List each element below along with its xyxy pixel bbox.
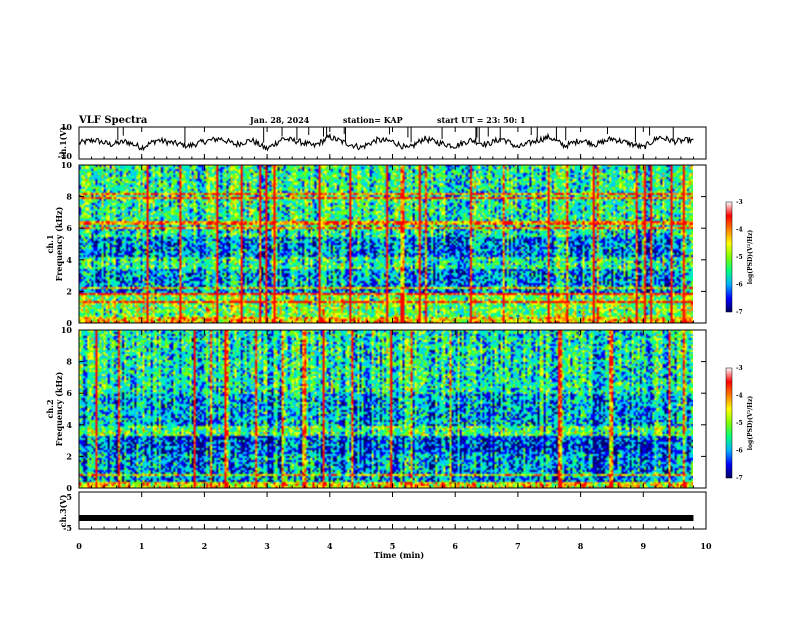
x-tick-label: 0 [76, 541, 82, 551]
date-label: Jan. 28, 2024 [249, 115, 310, 125]
x-tick-label: 8 [578, 541, 584, 551]
ch3-waveform-frame [78, 491, 707, 530]
x-tick-label: 7 [515, 541, 521, 551]
colorbar-tick-label: -5 [736, 254, 743, 261]
freq-tick-label: 10 [61, 160, 73, 170]
ch1-spectrogram-ylabel-channel: ch.1 [45, 234, 55, 253]
start-time-label: start UT = 23: 50: 1 [437, 115, 526, 125]
x-tick-label: 1 [139, 541, 145, 551]
figure-title: VLF Spectra [78, 115, 148, 126]
colorbar-label: log(PSD)(V²/Hz) [747, 396, 754, 451]
freq-tick-label: 6 [66, 388, 72, 398]
station-label: station= KAP [343, 115, 403, 125]
freq-tick-label: 6 [66, 223, 72, 233]
x-tick-label: 9 [641, 541, 647, 551]
x-tick-label: 3 [264, 541, 270, 551]
colorbar-tick-label: -4 [736, 393, 743, 400]
ch1-ylabel: ch.1(V) [58, 126, 68, 159]
ch3-waveform-panel: 5 -5 [63, 492, 694, 533]
colorbar-tick-label: -4 [736, 227, 743, 234]
x-tick-label: 6 [452, 541, 458, 551]
ch1-waveform-panel: 10 -10 [58, 122, 694, 161]
x-tick-label: 5 [390, 541, 396, 551]
colorbar-tick-label: -6 [736, 282, 743, 289]
ch3-ytick-label: 5 [66, 492, 72, 502]
colorbar-tick-label: -6 [736, 448, 743, 455]
ch2-spectrogram-ylabel-channel: ch.2 [45, 399, 55, 418]
freq-tick-label: 2 [66, 451, 72, 461]
colorbar-tick-label: -7 [736, 309, 743, 316]
ch3-ytick-label: -5 [63, 523, 72, 533]
ch1-ytick-label: 10 [61, 122, 73, 132]
freq-tick-label: 0 [66, 483, 72, 493]
colorbars: -3 -4 -5 -6 -7 log(PSD)(V²/Hz) -3 -4 -5 -6 -7 log(P… [725, 199, 754, 482]
axis-ticks: 0 1 2 3 4 5 6 7 8 9 10 [76, 127, 712, 551]
freq-tick-label: 8 [66, 357, 72, 367]
freq-tick-label: 10 [61, 325, 73, 335]
colorbar [725, 367, 733, 479]
ch1-spectrogram-panel: 0 2 4 6 8 10 [61, 160, 706, 328]
colorbar-tick-label: -5 [736, 420, 743, 427]
x-axis-label: Time (min) [374, 550, 424, 560]
ch1-spectrogram-image [79, 165, 693, 323]
colorbar [725, 201, 733, 313]
ch1-waveform-line [78, 132, 694, 152]
ch3-ylabel: ch.3(V) [58, 494, 68, 527]
ch1-ytick-label: -10 [58, 151, 73, 161]
ch2-spectrogram-ylabel-freq: Frequency (kHz) [54, 371, 64, 446]
freq-tick-label: 4 [66, 255, 72, 265]
colorbar-tick-label: -3 [736, 365, 743, 372]
colorbar-tick-label: -7 [736, 475, 743, 482]
colorbar-tick-label: -3 [736, 199, 743, 206]
freq-tick-label: 0 [66, 318, 72, 328]
x-tick-label: 2 [202, 541, 208, 551]
freq-tick-label: 2 [66, 286, 72, 296]
x-tick-label: 10 [700, 541, 712, 551]
x-tick-label: 4 [327, 541, 333, 551]
freq-tick-label: 4 [66, 420, 72, 430]
ch2-spectrogram-panel: 0 2 4 6 8 10 [61, 325, 706, 493]
colorbar-label: log(PSD)(V²/Hz) [747, 230, 754, 285]
ch3-waveform-line [79, 515, 694, 521]
ch2-spectrogram-image [79, 330, 693, 488]
ch1-spectrogram-ylabel-freq: Frequency (kHz) [54, 206, 64, 281]
freq-tick-label: 8 [66, 192, 72, 202]
